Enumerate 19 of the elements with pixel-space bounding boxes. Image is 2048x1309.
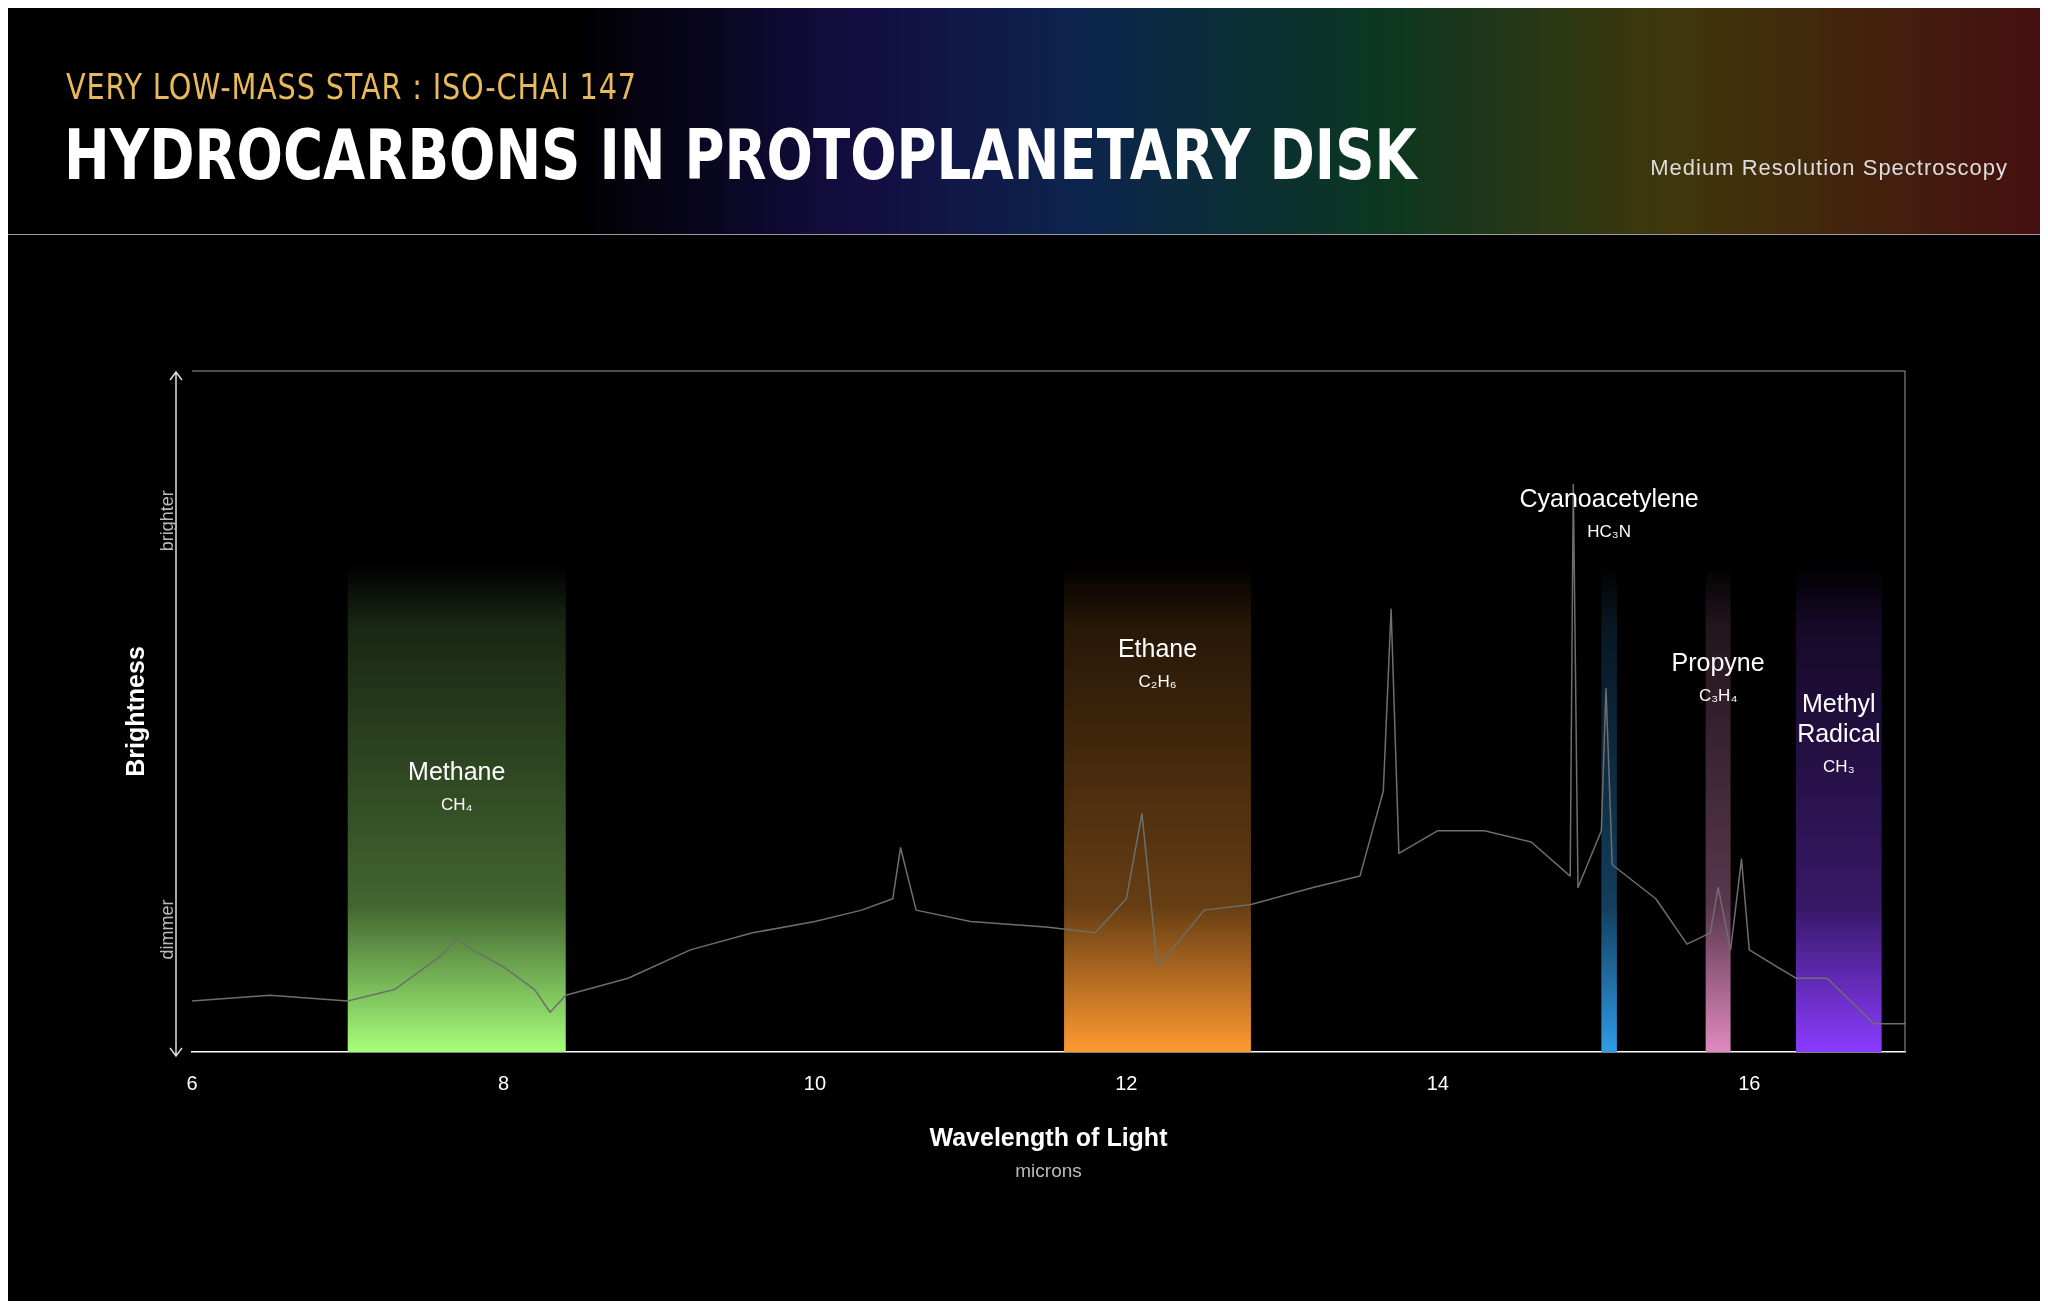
x-tick-label: 14 (1426, 1071, 1449, 1094)
text: Medium Resolution Spectroscopy (1650, 155, 2008, 181)
x-tick-label: 16 (1738, 1071, 1761, 1094)
band-label: Propyne C₃H₄ (1671, 647, 1765, 705)
chart-subtitle: VERY LOW-MASS STAR : ISO-CHAI 147 (66, 66, 637, 107)
band-label: Methane CH₄ (408, 756, 506, 814)
y-axis-title: Brightness (120, 646, 149, 777)
band-label: Methyl Radical CH₃ (1797, 688, 1881, 776)
text: dimmer (156, 899, 177, 960)
band-label: Cyanoacetylene HC₃N (1519, 484, 1699, 542)
x-tick-label: 10 (803, 1071, 827, 1094)
x-tick-label: 6 (186, 1071, 198, 1094)
text: brighter (156, 490, 177, 552)
text: microns (1015, 1159, 1082, 1181)
x-axis-title: Wavelength of Light (929, 1122, 1169, 1151)
chart-title: HYDROCARBONS IN PROTOPLANETARY DISK (64, 114, 1417, 196)
x-tick-label: 12 (1115, 1071, 1138, 1094)
band-label: Ethane C₂H₆ (1117, 634, 1198, 692)
x-tick-label: 8 (497, 1071, 510, 1094)
